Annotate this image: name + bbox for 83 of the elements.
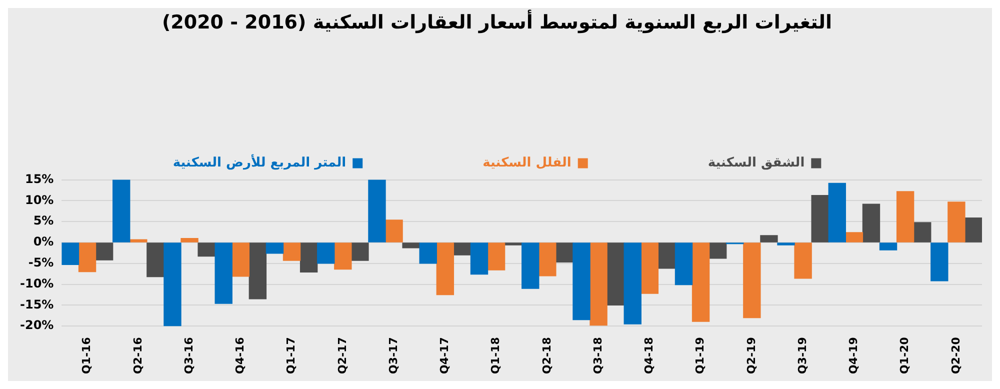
y-tick-label: -20% <box>20 318 54 332</box>
bar <box>198 242 216 257</box>
bar <box>674 242 693 286</box>
chart-title: التغيرات الربع السنوية لمتوسط أسعار العقارات السكنية (2016 - 2020) <box>162 9 832 34</box>
bar <box>334 242 352 270</box>
y-tick-label: 15% <box>24 172 54 186</box>
bar <box>385 220 403 242</box>
bar <box>164 242 182 326</box>
bar <box>146 242 164 278</box>
bar <box>419 242 437 264</box>
x-tick-label: Q1-20 <box>898 336 912 374</box>
x-tick-label: Q1-17 <box>284 337 298 374</box>
bar <box>743 242 761 318</box>
bar <box>62 242 80 265</box>
x-tick-label: Q2-17 <box>336 337 349 374</box>
bar <box>78 242 96 272</box>
x-tick-label: Q1-18 <box>489 337 502 374</box>
bar <box>248 242 267 300</box>
x-tick-label: Q2-20 <box>949 336 962 374</box>
x-tick-label: Q2-19 <box>744 337 758 374</box>
bar <box>402 242 420 248</box>
bar <box>130 239 148 242</box>
bar <box>760 235 778 242</box>
bar <box>266 242 284 254</box>
x-tick-label: Q3-19 <box>796 337 809 374</box>
bar <box>232 242 250 277</box>
x-tick-label: Q1-19 <box>694 337 707 374</box>
bar <box>948 202 966 242</box>
x-tick-label: Q4-17 <box>438 337 452 374</box>
legend-label: المتر المربع للأرض السكنية <box>172 154 346 171</box>
legend-label: الشقق السكنية <box>708 156 805 171</box>
x-tick-label: Q4-18 <box>642 337 656 374</box>
bar <box>590 242 608 326</box>
x-tick-label: Q4-16 <box>234 336 247 374</box>
x-tick-label: Q2-16 <box>131 336 144 374</box>
legend-label: الفلل السكنية <box>482 156 572 171</box>
bar <box>351 242 369 261</box>
bar <box>624 242 642 324</box>
x-tick-label: Q1-16 <box>80 336 94 374</box>
bar <box>862 204 880 242</box>
bar <box>879 242 898 250</box>
bar <box>845 232 864 242</box>
bar <box>282 242 301 261</box>
x-tick-label: Q2-18 <box>540 337 554 374</box>
bar <box>640 242 659 294</box>
bar <box>811 194 829 242</box>
bar <box>300 242 318 273</box>
bar <box>453 242 472 256</box>
bar <box>470 242 488 275</box>
x-tick-label: Q3-17 <box>386 337 400 374</box>
bar <box>572 242 590 320</box>
bar <box>214 242 232 304</box>
bar <box>708 242 727 259</box>
bar <box>964 218 982 242</box>
bar <box>538 242 556 276</box>
y-tick-label: -15% <box>20 297 54 312</box>
x-tick-label: Q3-18 <box>591 337 604 374</box>
bar <box>317 242 335 264</box>
bar <box>896 191 914 242</box>
bar <box>368 180 386 242</box>
bar <box>436 242 454 296</box>
x-tick-label: Q4-19 <box>847 337 860 374</box>
x-tick-label: Q3-16 <box>182 336 196 374</box>
y-tick-label: 5% <box>33 214 54 228</box>
bar <box>95 242 114 260</box>
bar <box>828 182 846 242</box>
bar <box>522 242 540 289</box>
bar <box>504 242 522 246</box>
bar <box>914 222 932 242</box>
bar <box>180 238 198 242</box>
y-tick-label: -5% <box>28 256 54 270</box>
bar <box>487 242 506 270</box>
bar <box>606 242 624 306</box>
bar <box>794 242 812 279</box>
bar <box>556 242 574 262</box>
bar <box>777 242 795 246</box>
bar <box>930 242 948 282</box>
y-tick-label: 0% <box>33 234 54 249</box>
y-tick-label: -10% <box>20 276 54 290</box>
bar <box>112 180 130 242</box>
bar <box>658 242 676 269</box>
y-tick-label: 10% <box>24 192 54 207</box>
bar <box>692 242 710 322</box>
